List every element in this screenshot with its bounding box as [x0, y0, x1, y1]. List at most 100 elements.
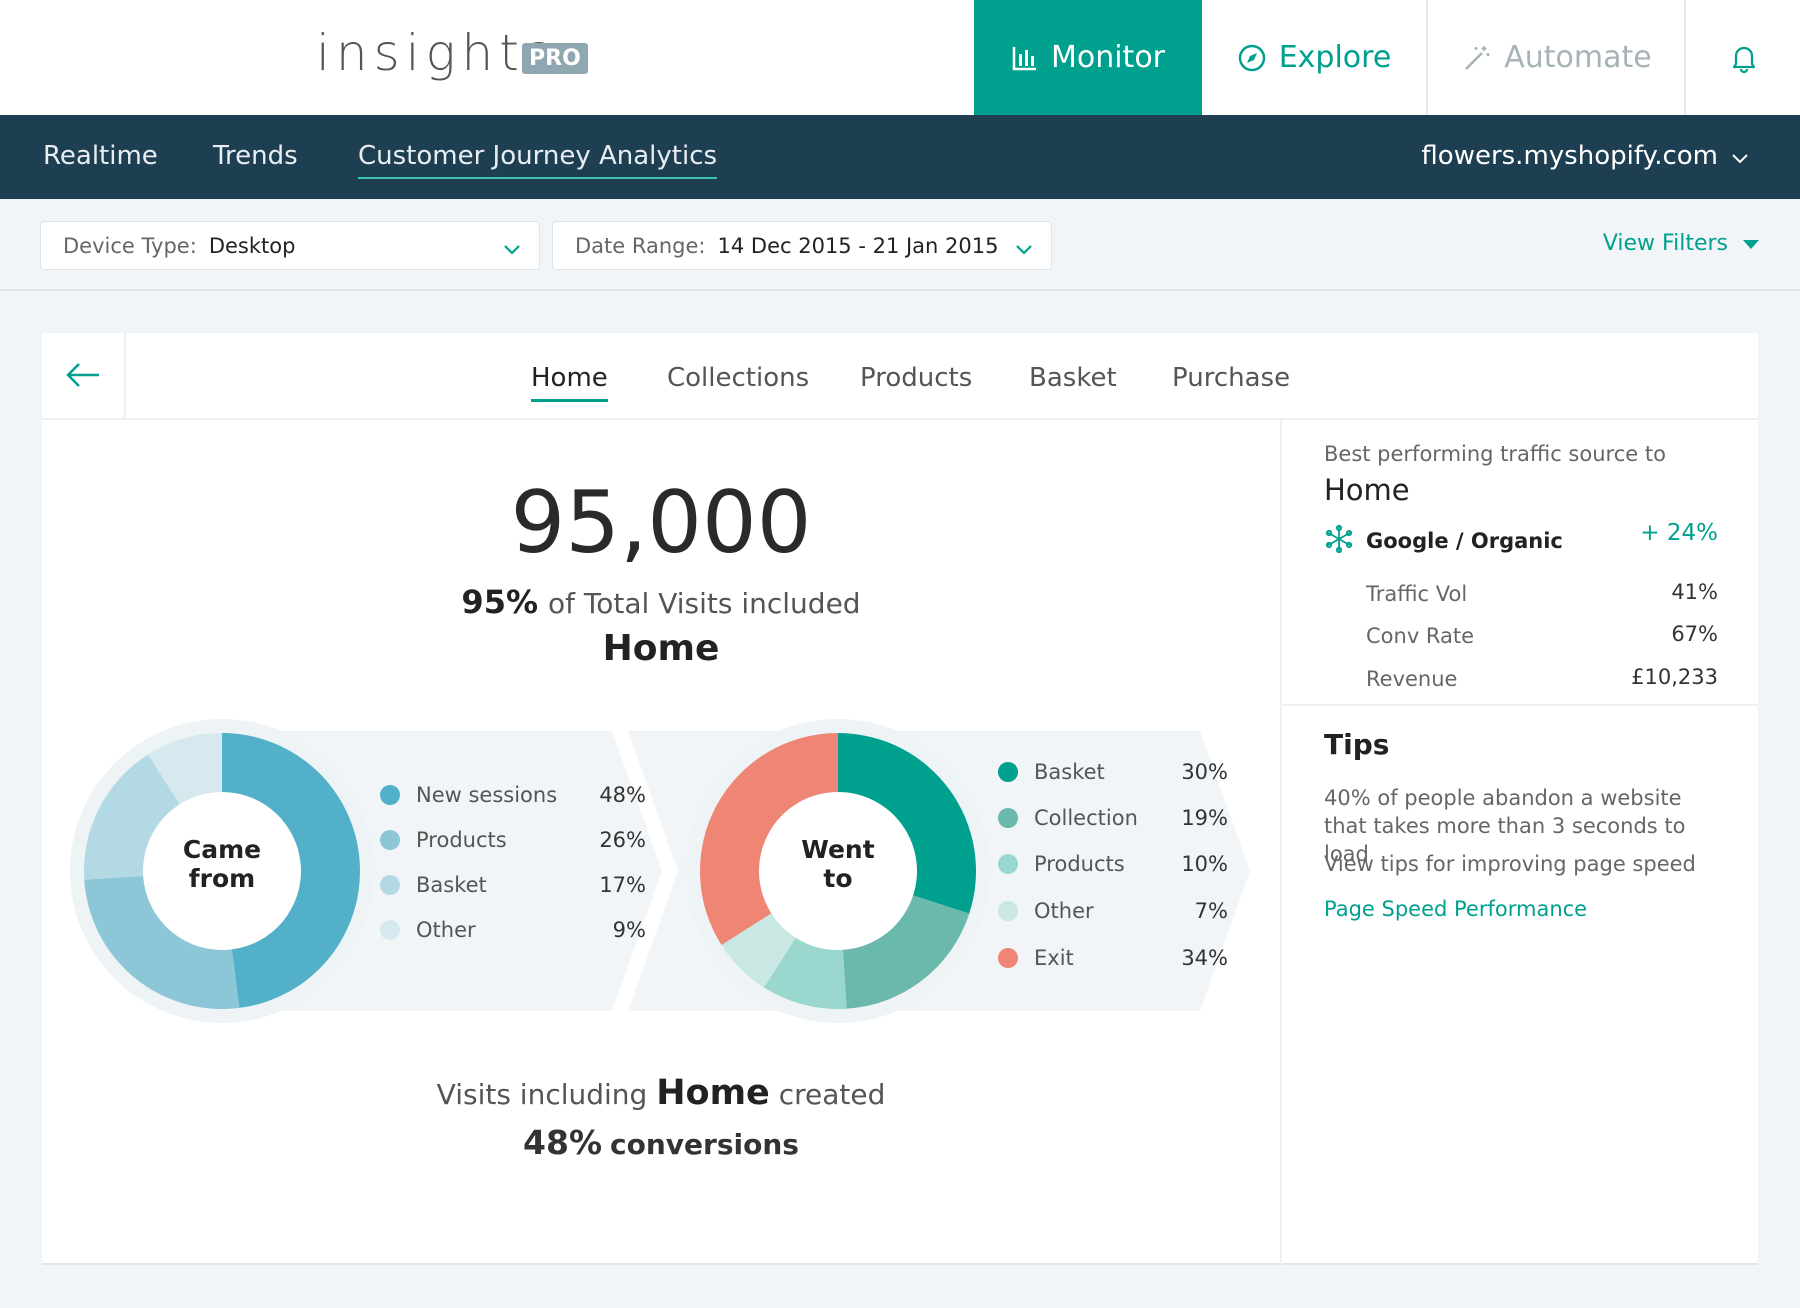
- went-to-label: Went to: [778, 835, 898, 893]
- legend-value: 30%: [1181, 760, 1228, 784]
- legend-value: 17%: [599, 873, 646, 897]
- donut-slice-collection[interactable]: [842, 895, 970, 1009]
- legend-item: Collection: [998, 806, 1138, 830]
- donut-slice-products[interactable]: [84, 875, 240, 1009]
- conv-text: conversions: [610, 1128, 799, 1161]
- visits-percent: 95%: [461, 583, 539, 621]
- nav-explore-label: Explore: [1278, 40, 1392, 75]
- tab-purchase[interactable]: Purchase: [1172, 363, 1291, 393]
- donut-slice-exit[interactable]: [700, 733, 838, 945]
- conv-pre-text: Visits including: [436, 1078, 648, 1111]
- filter-bar: Device Type: Desktop Date Range: 14 Dec …: [0, 199, 1800, 291]
- legend-value: 26%: [599, 828, 646, 852]
- tips-text-secondary: View tips for improving page speed: [1324, 852, 1696, 876]
- sidebar-divider: [1282, 704, 1758, 706]
- legend-item: Other: [380, 918, 476, 942]
- back-button[interactable]: [42, 333, 126, 420]
- nav-monitor[interactable]: Monitor: [974, 0, 1202, 115]
- device-type-label: Device Type:: [63, 233, 197, 258]
- app-logo[interactable]: insights: [316, 24, 557, 82]
- legend-value: 7%: [1194, 899, 1228, 923]
- conversion-rate: 48% conversions: [42, 1123, 1280, 1162]
- journey-flow-graphic: [70, 719, 1250, 1023]
- view-filters-button[interactable]: View Filters: [1603, 231, 1760, 256]
- magic-wand-icon: [1462, 43, 1492, 73]
- legend-item: Products: [380, 828, 507, 852]
- legend-dot: [998, 808, 1018, 828]
- legend-label: Basket: [1034, 760, 1105, 784]
- tab-home[interactable]: Home: [531, 363, 608, 402]
- metric-label: Traffic Vol: [1366, 582, 1468, 606]
- visits-share: 95% of Total Visits included: [42, 583, 1280, 621]
- legend-dot: [998, 762, 1018, 782]
- legend-dot: [380, 875, 400, 895]
- legend-value: 34%: [1181, 946, 1228, 970]
- donut-slice-new-sessions[interactable]: [222, 733, 361, 1008]
- tab-collections[interactable]: Collections: [667, 363, 810, 393]
- conv-percent: 48%: [523, 1123, 603, 1162]
- best-source-subtitle: Best performing traffic source to: [1324, 442, 1666, 466]
- chevron-down-icon: [503, 237, 521, 261]
- arrow-left-icon: [65, 361, 101, 393]
- journey-card: Home Collections Products Basket Purchas…: [42, 333, 1758, 1265]
- tab-products[interactable]: Products: [860, 363, 973, 393]
- subnav-trends[interactable]: Trends: [213, 141, 298, 171]
- total-visits: 95,000: [510, 473, 812, 573]
- panel-divider: [1280, 420, 1282, 1265]
- came-from-label-line2: from: [188, 864, 256, 893]
- donut-slice-basket[interactable]: [84, 754, 180, 880]
- best-source-title: Home: [1324, 473, 1410, 507]
- conversion-summary: Visits including Home created: [42, 1073, 1280, 1113]
- bell-icon: [1730, 43, 1758, 73]
- metric-label: Conv Rate: [1366, 624, 1475, 648]
- store-selector[interactable]: flowers.myshopify.com: [1421, 141, 1748, 171]
- tips-title: Tips: [1324, 728, 1390, 761]
- came-from-donut: [84, 733, 361, 1009]
- legend-dot: [380, 785, 400, 805]
- metric-value: 41%: [1671, 580, 1718, 604]
- went-to-label-line1: Went: [801, 835, 875, 864]
- subnav-realtime[interactable]: Realtime: [43, 141, 158, 171]
- legend-label: Exit: [1034, 946, 1074, 970]
- notifications-button[interactable]: [1688, 0, 1800, 115]
- device-type-value: Desktop: [208, 233, 296, 258]
- visits-share-text: of Total Visits included: [548, 587, 861, 620]
- compass-icon: [1237, 43, 1267, 73]
- donut-slice-other[interactable]: [148, 733, 222, 805]
- page-name: Home: [602, 628, 720, 669]
- date-range-label: Date Range:: [575, 233, 706, 258]
- page-speed-link[interactable]: Page Speed Performance: [1324, 897, 1588, 921]
- date-range-select[interactable]: Date Range: 14 Dec 2015 - 21 Jan 2015: [552, 221, 1052, 270]
- caret-down-icon: [1742, 231, 1760, 256]
- date-range-value: 14 Dec 2015 - 21 Jan 2015: [717, 233, 999, 258]
- metric-row: Revenue £10,233: [1366, 665, 1718, 691]
- legend-label: Products: [416, 828, 507, 852]
- legend-item: Products: [998, 852, 1125, 876]
- conv-post-text: created: [778, 1078, 886, 1111]
- page-tabs: Home Collections Products Basket Purchas…: [42, 333, 1758, 420]
- donut-slice-basket[interactable]: [838, 733, 976, 914]
- conv-page-name: Home: [656, 1073, 770, 1113]
- subnav-customer-journey-analytics[interactable]: Customer Journey Analytics: [358, 141, 718, 179]
- legend-label: New sessions: [416, 783, 558, 807]
- nav-automate-label: Automate: [1504, 40, 1652, 75]
- nav-explore[interactable]: Explore: [1202, 0, 1428, 115]
- legend-item: Basket: [998, 760, 1105, 784]
- legend-label: Basket: [416, 873, 487, 897]
- snowflake-icon: [1324, 524, 1354, 558]
- traffic-source-delta: + 24%: [1640, 520, 1718, 546]
- tab-basket[interactable]: Basket: [1029, 363, 1117, 393]
- device-type-select[interactable]: Device Type: Desktop: [40, 221, 540, 270]
- legend-label: Other: [416, 918, 476, 942]
- donut-slice-other[interactable]: [721, 913, 796, 988]
- metric-row: Traffic Vol 41%: [1366, 580, 1718, 606]
- legend-value: 10%: [1181, 852, 1228, 876]
- nav-automate[interactable]: Automate: [1430, 0, 1686, 115]
- legend-value: 9%: [612, 918, 646, 942]
- legend-label: Collection: [1034, 806, 1138, 830]
- donut-slice-products[interactable]: [764, 937, 847, 1009]
- legend-dot: [380, 830, 400, 850]
- legend-dot: [998, 854, 1018, 874]
- traffic-source-name: Google / Organic: [1366, 529, 1563, 553]
- nav-monitor-label: Monitor: [1050, 40, 1166, 75]
